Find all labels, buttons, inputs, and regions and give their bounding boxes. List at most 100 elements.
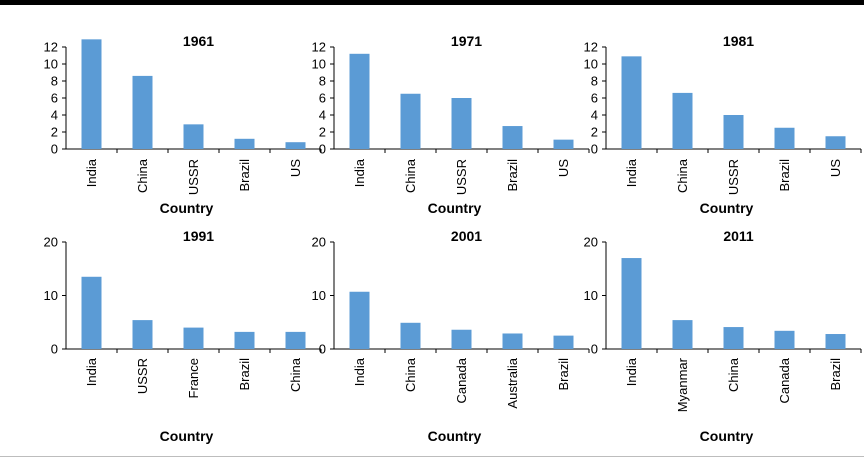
y-tick-label: 10 (584, 288, 598, 303)
category-label: Brazil (828, 358, 843, 391)
bar-india (81, 39, 102, 149)
bar-china (400, 322, 421, 349)
chart-title: 1971 (451, 33, 482, 49)
y-tick-label: 0 (319, 342, 326, 357)
bar-us (825, 136, 846, 149)
category-label: India (624, 158, 639, 187)
chart-title: 2001 (451, 228, 482, 244)
bar-canada (451, 329, 472, 349)
bar-brazil (553, 335, 574, 349)
category-label: China (403, 357, 418, 392)
category-label: US (556, 159, 571, 177)
bar-ussr (132, 320, 153, 349)
chart-title: 2011 (723, 228, 754, 244)
category-label: Brazil (505, 159, 520, 192)
y-tick-label: 4 (51, 108, 58, 123)
bar-brazil (234, 138, 255, 149)
category-label: US (828, 159, 843, 177)
category-label: USSR (135, 358, 150, 394)
chart-panel-1971: 1971 0 2 4 6 8 10 12 India China USSR Brazil US Count… (312, 33, 590, 216)
bar-australia (502, 333, 523, 349)
category-label: Brazil (237, 358, 252, 391)
category-label: China (288, 357, 303, 392)
category-label: India (352, 357, 367, 386)
category-label: China (135, 158, 150, 193)
bar-india (349, 53, 370, 149)
chart-panel-1991: 1991 0 10 20 India USSR France Brazil China Count… (44, 228, 322, 444)
chart-panel-1961: 1961 0 2 4 6 8 10 12 India China USSR Brazil US Count… (44, 33, 322, 216)
category-label: China (403, 158, 418, 193)
bar-brazil (825, 334, 846, 349)
chart-panel-2011: 2011 0 10 20 India Myanmar China Canada Brazil Co… (584, 228, 862, 444)
bar-canada (774, 330, 795, 349)
bar-france (183, 327, 204, 349)
category-label: USSR (454, 159, 469, 195)
x-axis-label: Country (160, 428, 214, 444)
bar-china (672, 92, 693, 149)
x-axis-label: Country (428, 200, 482, 216)
y-tick-label: 12 (312, 40, 326, 55)
category-label: Australia (505, 357, 520, 408)
category-label: Brazil (237, 159, 252, 192)
chart-title: 1981 (723, 33, 754, 49)
y-tick-label: 2 (591, 125, 598, 140)
bar-brazil (502, 126, 523, 149)
category-label: India (84, 158, 99, 187)
chart-title: 1961 (183, 33, 214, 49)
y-tick-label: 8 (51, 74, 58, 89)
y-tick-label: 10 (312, 288, 326, 303)
category-label: China (675, 158, 690, 193)
x-axis-label: Country (700, 200, 754, 216)
y-tick-label: 8 (591, 74, 598, 89)
chart-panel-2001: 2001 0 10 20 India China Canada Australia Brazil… (312, 228, 590, 444)
y-tick-label: 20 (584, 235, 598, 250)
y-tick-label: 20 (44, 235, 58, 250)
y-tick-label: 6 (591, 91, 598, 106)
y-tick-label: 0 (51, 142, 58, 157)
y-tick-label: 0 (319, 142, 326, 157)
category-label: China (726, 357, 741, 392)
bar-india (621, 56, 642, 149)
bar-china (723, 327, 744, 349)
x-axis-label: Country (700, 428, 754, 444)
category-label: India (624, 357, 639, 386)
bottom-rule (0, 456, 864, 457)
category-label: India (84, 357, 99, 386)
y-tick-label: 10 (312, 57, 326, 72)
x-axis-label: Country (428, 428, 482, 444)
y-tick-label: 4 (319, 108, 326, 123)
y-tick-label: 12 (44, 40, 58, 55)
bar-india (81, 276, 102, 349)
category-label: Canada (777, 357, 792, 403)
bar-china (285, 331, 306, 349)
category-label: US (288, 159, 303, 177)
category-label: USSR (186, 159, 201, 195)
bar-us (285, 142, 306, 149)
chart-title: 1991 (183, 228, 214, 244)
category-label: Brazil (777, 159, 792, 192)
category-label: Myanmar (675, 357, 690, 412)
category-label: Brazil (556, 358, 571, 391)
y-tick-label: 8 (319, 74, 326, 89)
y-tick-label: 2 (319, 125, 326, 140)
bar-ussr (723, 115, 744, 149)
y-tick-label: 6 (51, 91, 58, 106)
y-tick-label: 6 (319, 91, 326, 106)
bar-brazil (234, 331, 255, 349)
bar-india (621, 258, 642, 349)
category-label: France (186, 358, 201, 398)
top-rule (0, 0, 864, 5)
y-tick-label: 10 (584, 57, 598, 72)
bar-brazil (774, 127, 795, 149)
bar-china (400, 93, 421, 149)
bar-china (132, 75, 153, 149)
chart-panel-1981: 1981 0 2 4 6 8 10 12 India China USSR Brazil US Count… (584, 33, 862, 216)
bar-myanmar (672, 320, 693, 349)
y-tick-label: 10 (44, 57, 58, 72)
bar-us (553, 139, 574, 149)
bar-ussr (451, 98, 472, 149)
bar-india (349, 291, 370, 349)
y-tick-label: 4 (591, 108, 598, 123)
y-tick-label: 20 (312, 235, 326, 250)
